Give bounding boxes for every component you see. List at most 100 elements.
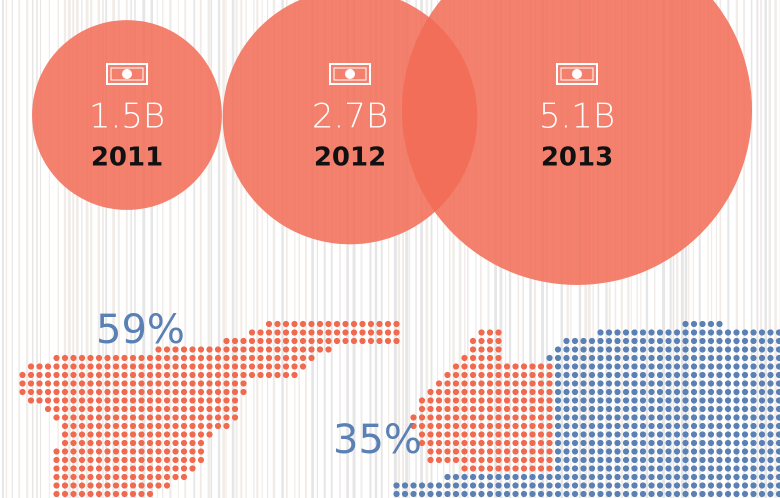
map-dot: [775, 414, 780, 421]
map-dot: [673, 448, 681, 455]
map-dot: [146, 380, 154, 387]
stripe: [402, 0, 405, 498]
map-dot: [214, 380, 222, 387]
map-dot: [214, 363, 222, 370]
map-dot: [155, 465, 162, 472]
map-dot: [537, 439, 545, 447]
map-dot: [172, 456, 179, 464]
map-dot: [478, 363, 485, 370]
map-dot: [265, 337, 273, 345]
map-dot: [716, 363, 723, 370]
map-dot: [733, 363, 740, 370]
map-dot: [223, 397, 230, 404]
map-dot: [146, 354, 154, 362]
map-dot: [240, 371, 247, 379]
stripe: [161, 0, 164, 498]
map-dot: [350, 320, 358, 328]
map-dot: [656, 329, 664, 336]
map-dot: [673, 465, 681, 472]
map-dot: [197, 388, 205, 396]
map-dot: [775, 329, 780, 336]
map-dot: [563, 354, 570, 362]
stripe: [330, 0, 333, 498]
map-dot: [741, 422, 749, 430]
stripe: [756, 0, 759, 498]
map-dot: [682, 346, 689, 353]
map-dot: [112, 465, 120, 472]
map-dot: [95, 473, 103, 481]
map-dot: [180, 431, 188, 438]
map-dot: [180, 405, 188, 413]
map-dot: [461, 354, 468, 362]
map-dot: [656, 414, 664, 421]
stripe: [97, 0, 100, 498]
map-dot: [257, 363, 264, 370]
map-dot: [78, 380, 86, 387]
map-dot: [716, 346, 723, 353]
map-dot: [444, 388, 451, 396]
map-dot: [656, 354, 664, 362]
map-dot: [308, 329, 315, 336]
map-dot: [622, 431, 630, 438]
map-dot: [546, 456, 553, 464]
stripe: [719, 0, 722, 498]
map-dot: [554, 439, 562, 447]
map-dot: [512, 456, 519, 464]
map-dot: [520, 490, 528, 498]
map-dot: [172, 414, 179, 421]
map-dot: [240, 380, 247, 387]
map-label: 59%: [96, 307, 185, 353]
map-dot: [180, 456, 188, 464]
map-dot: [571, 388, 579, 396]
map-dot: [588, 490, 596, 498]
map-dot: [750, 346, 757, 353]
map-dot: [622, 414, 630, 421]
map-dot: [146, 405, 154, 413]
map-dot: [614, 354, 621, 362]
map-dot: [758, 346, 766, 353]
stripe: [130, 0, 132, 498]
map-dot: [690, 456, 698, 464]
map-dot: [350, 337, 358, 345]
map-dot: [563, 337, 570, 345]
map-dot: [750, 371, 757, 379]
map-dot: [656, 482, 664, 489]
map-dot: [138, 363, 145, 370]
map-dot: [588, 380, 596, 387]
map-dot: [231, 380, 239, 387]
map-dot: [172, 405, 179, 413]
map-dot: [563, 414, 570, 421]
map-dot: [673, 380, 681, 387]
map-dot: [563, 465, 570, 472]
map-dot: [546, 414, 553, 421]
map-dot: [699, 354, 706, 362]
map-dot: [163, 431, 171, 438]
map-dot: [673, 405, 681, 413]
map-dot: [775, 354, 780, 362]
map-dot: [189, 371, 196, 379]
map-dot: [529, 397, 536, 404]
stripe: [743, 0, 746, 498]
map-dot: [231, 371, 239, 379]
map-dot: [87, 380, 94, 387]
map-dot: [605, 473, 613, 481]
map-dot: [605, 346, 613, 353]
map-dot: [70, 354, 77, 362]
map-dot: [639, 414, 647, 421]
map-dot: [580, 346, 587, 353]
map-dot: [180, 371, 188, 379]
map-dot: [112, 431, 120, 438]
map-dot: [724, 371, 732, 379]
map-dot: [750, 363, 757, 370]
map-dot: [265, 354, 273, 362]
map-dot: [622, 482, 630, 489]
map-dot: [70, 388, 77, 396]
map-dot: [537, 422, 545, 430]
map-dot: [571, 431, 579, 438]
map-dot: [682, 371, 689, 379]
map-dot: [682, 354, 689, 362]
map-dot: [418, 397, 426, 404]
map-dot: [512, 465, 519, 472]
map-dot: [537, 388, 545, 396]
